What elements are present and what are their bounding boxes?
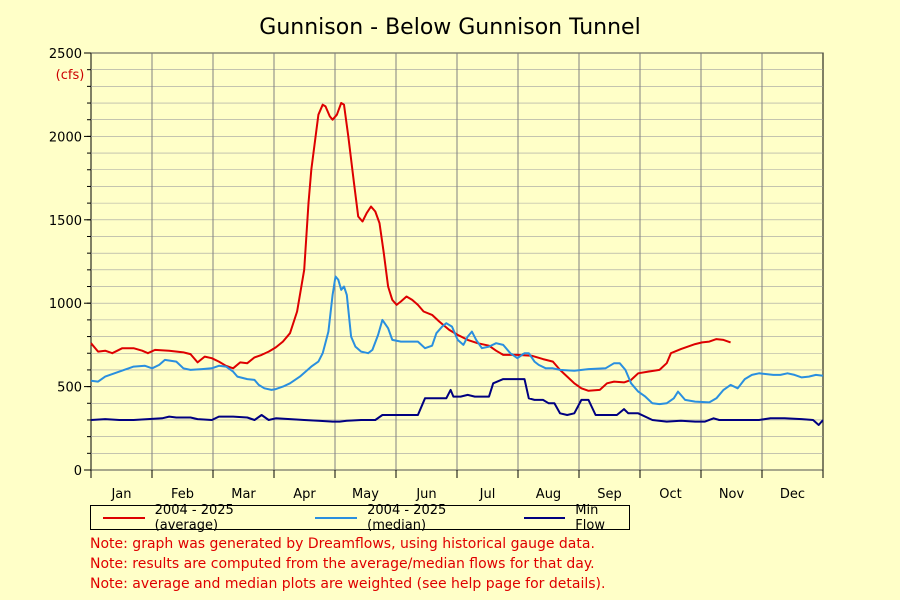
series-line-minflow [90,378,824,426]
grid-lines [91,52,823,471]
y-tick-label: 500 [57,381,82,396]
y-tick-label: 1000 [49,297,82,312]
chart-notes: Note: graph was generated by Dreamflows,… [90,534,605,594]
y-axis-unit: (cfs) [56,68,85,83]
x-tick-label: Mar [231,487,256,502]
legend-swatch-minflow [523,516,566,519]
x-tick-label: Sep [597,487,622,502]
x-axis-ticks: Jan Feb Mar Apr May Jun Jul Aug Sep Oct Nov Dec [90,470,824,502]
x-tick-label: Jan [110,487,131,502]
note-line: Note: average and median plots are weigh… [90,576,606,592]
legend-label-minflow: Min Flow [575,502,605,533]
y-tick-label: 2000 [49,130,82,145]
legend-swatch-median [315,516,358,519]
chart-title: Gunnison - Below Gunnison Tunnel [259,15,640,40]
series-line-average [90,102,731,392]
x-tick-label: May [352,487,379,502]
legend-swatch-average [103,516,145,519]
x-tick-label: Nov [719,487,745,502]
legend-item-median: 2004 - 2025 (median) [315,503,501,533]
x-tick-label: Jun [415,487,436,502]
x-tick-label: Feb [171,487,194,502]
note-line: Note: graph was generated by Dreamflows,… [90,536,595,552]
legend-label-average: 2004 - 2025 (average) [154,502,234,533]
x-tick-label: Dec [780,487,805,502]
x-tick-label: Apr [293,487,316,502]
chart-legend: 2004 - 2025 (average) 2004 - 2025 (media… [90,502,630,533]
legend-label-median: 2004 - 2025 (median) [367,502,447,533]
y-tick-label: 1500 [49,214,82,229]
x-tick-label: Oct [659,487,681,502]
legend-item-average: 2004 - 2025 (average) [103,503,293,533]
y-tick-label: 2500 [49,47,82,62]
series-line-median [90,275,824,406]
y-tick-label: 0 [74,464,82,479]
x-tick-label: Aug [536,487,561,502]
series-lines [90,102,824,426]
note-line: Note: results are computed from the aver… [90,556,595,572]
legend-item-minflow: Min Flow [523,502,629,533]
x-tick-label: Jul [479,487,496,502]
y-axis-ticks: 0 500 1000 1500 2000 2500 [49,47,91,479]
